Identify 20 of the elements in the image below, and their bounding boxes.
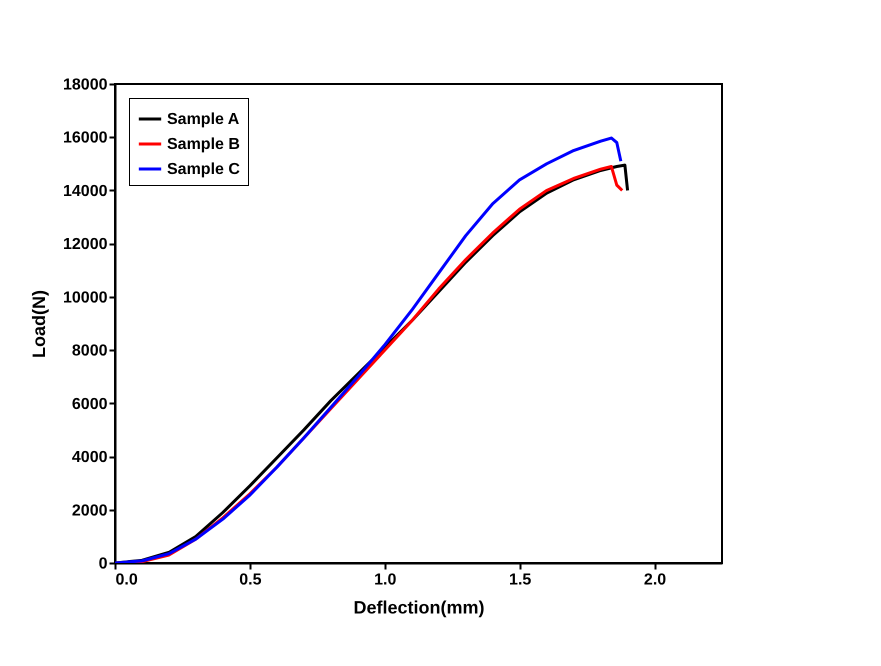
- y-tick-label: 12000: [63, 236, 108, 254]
- legend-label: Sample C: [167, 161, 240, 178]
- y-axis-title: Load(N): [29, 290, 50, 358]
- x-tick-label: 2.0: [644, 572, 666, 588]
- x-tick-label: 1.0: [374, 572, 396, 588]
- x-axis-title: Deflection(mm): [353, 598, 485, 618]
- y-tick-label: 6000: [72, 396, 108, 413]
- x-tick-label: 0.0: [116, 572, 138, 588]
- y-tick-label: 18000: [63, 76, 108, 94]
- y-tick-label: 14000: [63, 182, 108, 200]
- x-tick-label: 1.5: [509, 572, 532, 588]
- y-tick-label: 4000: [72, 449, 108, 466]
- y-tick-label: 2000: [72, 502, 108, 520]
- y-tick-label: 8000: [72, 342, 108, 360]
- legend-label: Sample B: [167, 136, 240, 153]
- y-tick-label: 0: [98, 556, 108, 572]
- y-tick-label: 16000: [63, 130, 108, 147]
- x-tick-label: 0.5: [239, 572, 262, 588]
- legend-label: Sample A: [167, 111, 240, 128]
- y-tick-label: 10000: [63, 289, 108, 306]
